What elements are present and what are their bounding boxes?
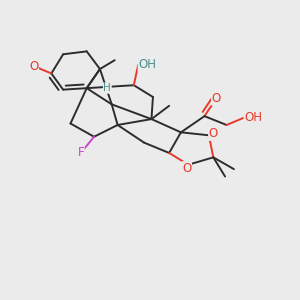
Text: O: O <box>182 162 191 175</box>
Text: O: O <box>209 127 218 140</box>
Text: F: F <box>77 146 84 159</box>
Text: O: O <box>212 92 221 105</box>
Text: O: O <box>29 60 38 73</box>
Text: H: H <box>103 83 111 93</box>
Text: OH: OH <box>244 111 262 124</box>
Text: OH: OH <box>138 58 156 71</box>
